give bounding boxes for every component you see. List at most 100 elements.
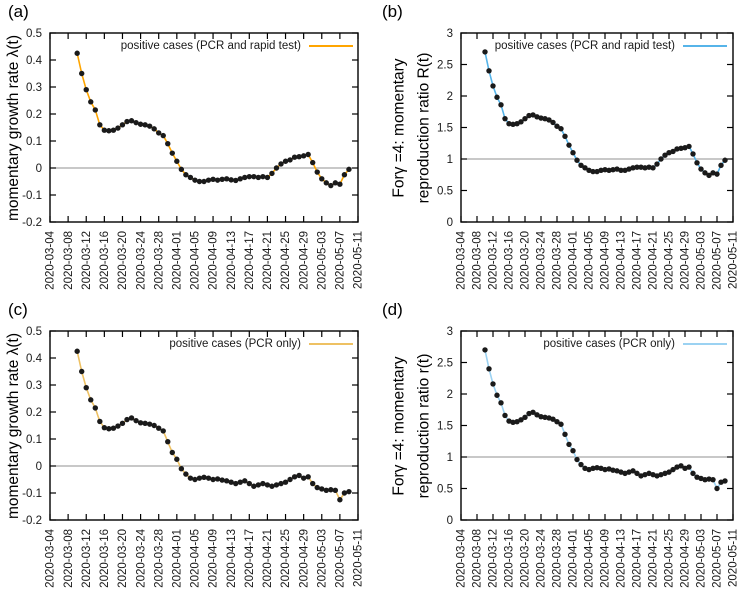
svg-text:0: 0 (36, 461, 42, 473)
svg-text:2020-03-04: 2020-03-04 (456, 528, 468, 587)
panel-a-y-axis-label: momentary growth rate λ(t) (5, 34, 22, 221)
svg-text:2020-03-04: 2020-03-04 (456, 230, 468, 289)
svg-text:2020-03-28: 2020-03-28 (552, 231, 564, 290)
svg-text:2.5: 2.5 (437, 60, 453, 72)
svg-text:2020-03-24: 2020-03-24 (536, 230, 548, 289)
panel-b-y-axis-label-line2: reproduction ratio R(t) (415, 52, 433, 203)
svg-text:2020-04-09: 2020-04-09 (208, 529, 220, 588)
svg-text:2020-03-12: 2020-03-12 (81, 231, 93, 290)
svg-text:2020-04-25: 2020-04-25 (664, 231, 676, 290)
svg-text:2020-05-07: 2020-05-07 (712, 231, 724, 290)
svg-text:2020-04-01: 2020-04-01 (172, 231, 184, 290)
svg-text:1: 1 (447, 452, 453, 464)
svg-text:3: 3 (447, 28, 453, 40)
svg-text:2020-03-16: 2020-03-16 (99, 529, 111, 588)
svg-text:2020-04-17: 2020-04-17 (632, 529, 644, 588)
svg-text:2020-05-11: 2020-05-11 (728, 231, 740, 289)
panel-c-y-axis-label: momentary growth rate λ(t) (5, 332, 22, 519)
svg-text:2020-04-17: 2020-04-17 (244, 231, 256, 290)
panel-c-plot-area: -0.2 -0.1 0 0.1 0.2 0.3 0.4 0.5 2020-03-04 2020-0… (22, 326, 365, 588)
svg-text:2020-03-04: 2020-03-04 (45, 528, 57, 587)
svg-text:2020-04-29: 2020-04-29 (680, 529, 692, 588)
svg-text:2020-04-09: 2020-04-09 (600, 231, 612, 290)
svg-text:2020-05-07: 2020-05-07 (335, 529, 347, 588)
legend-label: positive cases (PCR only) (169, 338, 301, 350)
svg-text:2020-03-16: 2020-03-16 (99, 231, 111, 290)
svg-text:2020-05-03: 2020-05-03 (316, 529, 328, 588)
svg-text:2020-03-04: 2020-03-04 (45, 230, 57, 289)
svg-text:1: 1 (447, 154, 453, 166)
panel-d-y-axis-label-line2: reproduction ratio r(t) (415, 353, 433, 498)
panel-c-legend: positive cases (PCR only) (169, 338, 353, 350)
panel-a: -0.2 -0.1 0 0.1 0.2 0.3 0.4 0.5 2020-03-04 2020-0… (0, 0, 374, 297)
svg-text:1.5: 1.5 (437, 123, 453, 135)
svg-text:0.5: 0.5 (437, 484, 453, 496)
panel-c: -0.2 -0.1 0 0.1 0.2 0.3 0.4 0.5 2020-03-04 2020-0… (0, 298, 374, 595)
svg-text:2020-04-25: 2020-04-25 (664, 529, 676, 588)
panel-b-y-axis-label-line1: Forγ =4: momentary (391, 57, 408, 198)
svg-text:0.5: 0.5 (437, 186, 453, 198)
panel-b: 0 0.5 1 1.5 2 2.5 3 2020-03-04 2020-03-08 2020-03… (374, 0, 748, 297)
panel-c-tag: (c) (8, 300, 28, 319)
panel-a-tag: (a) (8, 2, 29, 21)
svg-text:2020-04-21: 2020-04-21 (648, 529, 660, 588)
svg-text:0: 0 (447, 217, 453, 229)
svg-text:2020-03-24: 2020-03-24 (135, 230, 147, 289)
svg-text:2020-04-29: 2020-04-29 (298, 529, 310, 588)
svg-text:2020-03-24: 2020-03-24 (536, 528, 548, 587)
svg-text:0.2: 0.2 (26, 109, 42, 121)
svg-text:2020-04-05: 2020-04-05 (584, 529, 596, 588)
svg-text:2020-03-16: 2020-03-16 (504, 529, 516, 588)
svg-text:2020-05-03: 2020-05-03 (696, 231, 708, 290)
legend-label: positive cases (PCR only) (543, 338, 675, 350)
svg-text:0.1: 0.1 (26, 136, 42, 148)
svg-text:2020-05-07: 2020-05-07 (335, 231, 347, 290)
svg-text:2020-04-25: 2020-04-25 (280, 231, 292, 290)
svg-text:2020-05-07: 2020-05-07 (712, 529, 724, 588)
svg-text:3: 3 (447, 326, 453, 338)
svg-text:2020-04-01: 2020-04-01 (568, 529, 580, 588)
svg-text:2020-04-13: 2020-04-13 (226, 231, 238, 290)
panel-b-plot-area: 0 0.5 1 1.5 2 2.5 3 2020-03-04 2020-03-08 2020-03… (437, 28, 740, 290)
svg-text:2020-03-20: 2020-03-20 (117, 231, 129, 290)
svg-text:2020-04-13: 2020-04-13 (226, 529, 238, 588)
svg-text:0.4: 0.4 (26, 353, 43, 365)
svg-text:2020-03-08: 2020-03-08 (472, 231, 484, 290)
svg-text:2020-05-03: 2020-05-03 (316, 231, 328, 290)
legend-line-swatch (309, 343, 353, 345)
svg-text:2020-03-20: 2020-03-20 (520, 529, 532, 588)
svg-text:2: 2 (447, 389, 453, 401)
svg-text:2020-04-13: 2020-04-13 (616, 529, 628, 588)
svg-text:2020-04-01: 2020-04-01 (568, 231, 580, 290)
svg-text:0: 0 (36, 163, 42, 175)
svg-text:2020-04-01: 2020-04-01 (172, 529, 184, 588)
panel-d-plot-area: 0 0.5 1 1.5 2 2.5 3 2020-03-04 2020-03-08 2020-03… (437, 326, 740, 588)
panel-a-plot-area: -0.2 -0.1 0 0.1 0.2 0.3 0.4 0.5 2020-03-04 2020-0… (22, 28, 365, 290)
legend-label: positive cases (PCR and rapid test) (494, 40, 675, 52)
svg-text:2020-04-21: 2020-04-21 (648, 231, 660, 290)
svg-text:2020-03-08: 2020-03-08 (63, 529, 75, 588)
svg-text:0.4: 0.4 (26, 55, 43, 67)
svg-text:2020-04-21: 2020-04-21 (262, 529, 274, 588)
legend-line-swatch (309, 45, 353, 47)
svg-text:0.3: 0.3 (26, 82, 42, 94)
svg-text:-0.2: -0.2 (22, 217, 42, 229)
svg-text:2020-04-29: 2020-04-29 (298, 231, 310, 290)
svg-text:2020-04-05: 2020-04-05 (584, 231, 596, 290)
svg-text:2020-04-17: 2020-04-17 (244, 529, 256, 588)
svg-text:-0.1: -0.1 (22, 190, 42, 202)
svg-text:0.5: 0.5 (26, 28, 42, 40)
svg-text:2.5: 2.5 (437, 358, 453, 370)
svg-text:0: 0 (447, 515, 453, 527)
svg-text:2020-04-09: 2020-04-09 (600, 529, 612, 588)
svg-text:2020-03-20: 2020-03-20 (117, 529, 129, 588)
svg-text:2020-04-25: 2020-04-25 (280, 529, 292, 588)
svg-text:2020-05-11: 2020-05-11 (728, 529, 740, 587)
svg-text:0.5: 0.5 (26, 326, 42, 338)
panel-d-y-axis-label-line1: Forγ =4: momentary (391, 355, 408, 496)
svg-text:2020-04-05: 2020-04-05 (190, 529, 202, 588)
svg-text:2020-05-03: 2020-05-03 (696, 529, 708, 588)
legend-line-swatch (683, 343, 727, 345)
svg-text:2020-04-13: 2020-04-13 (616, 231, 628, 290)
